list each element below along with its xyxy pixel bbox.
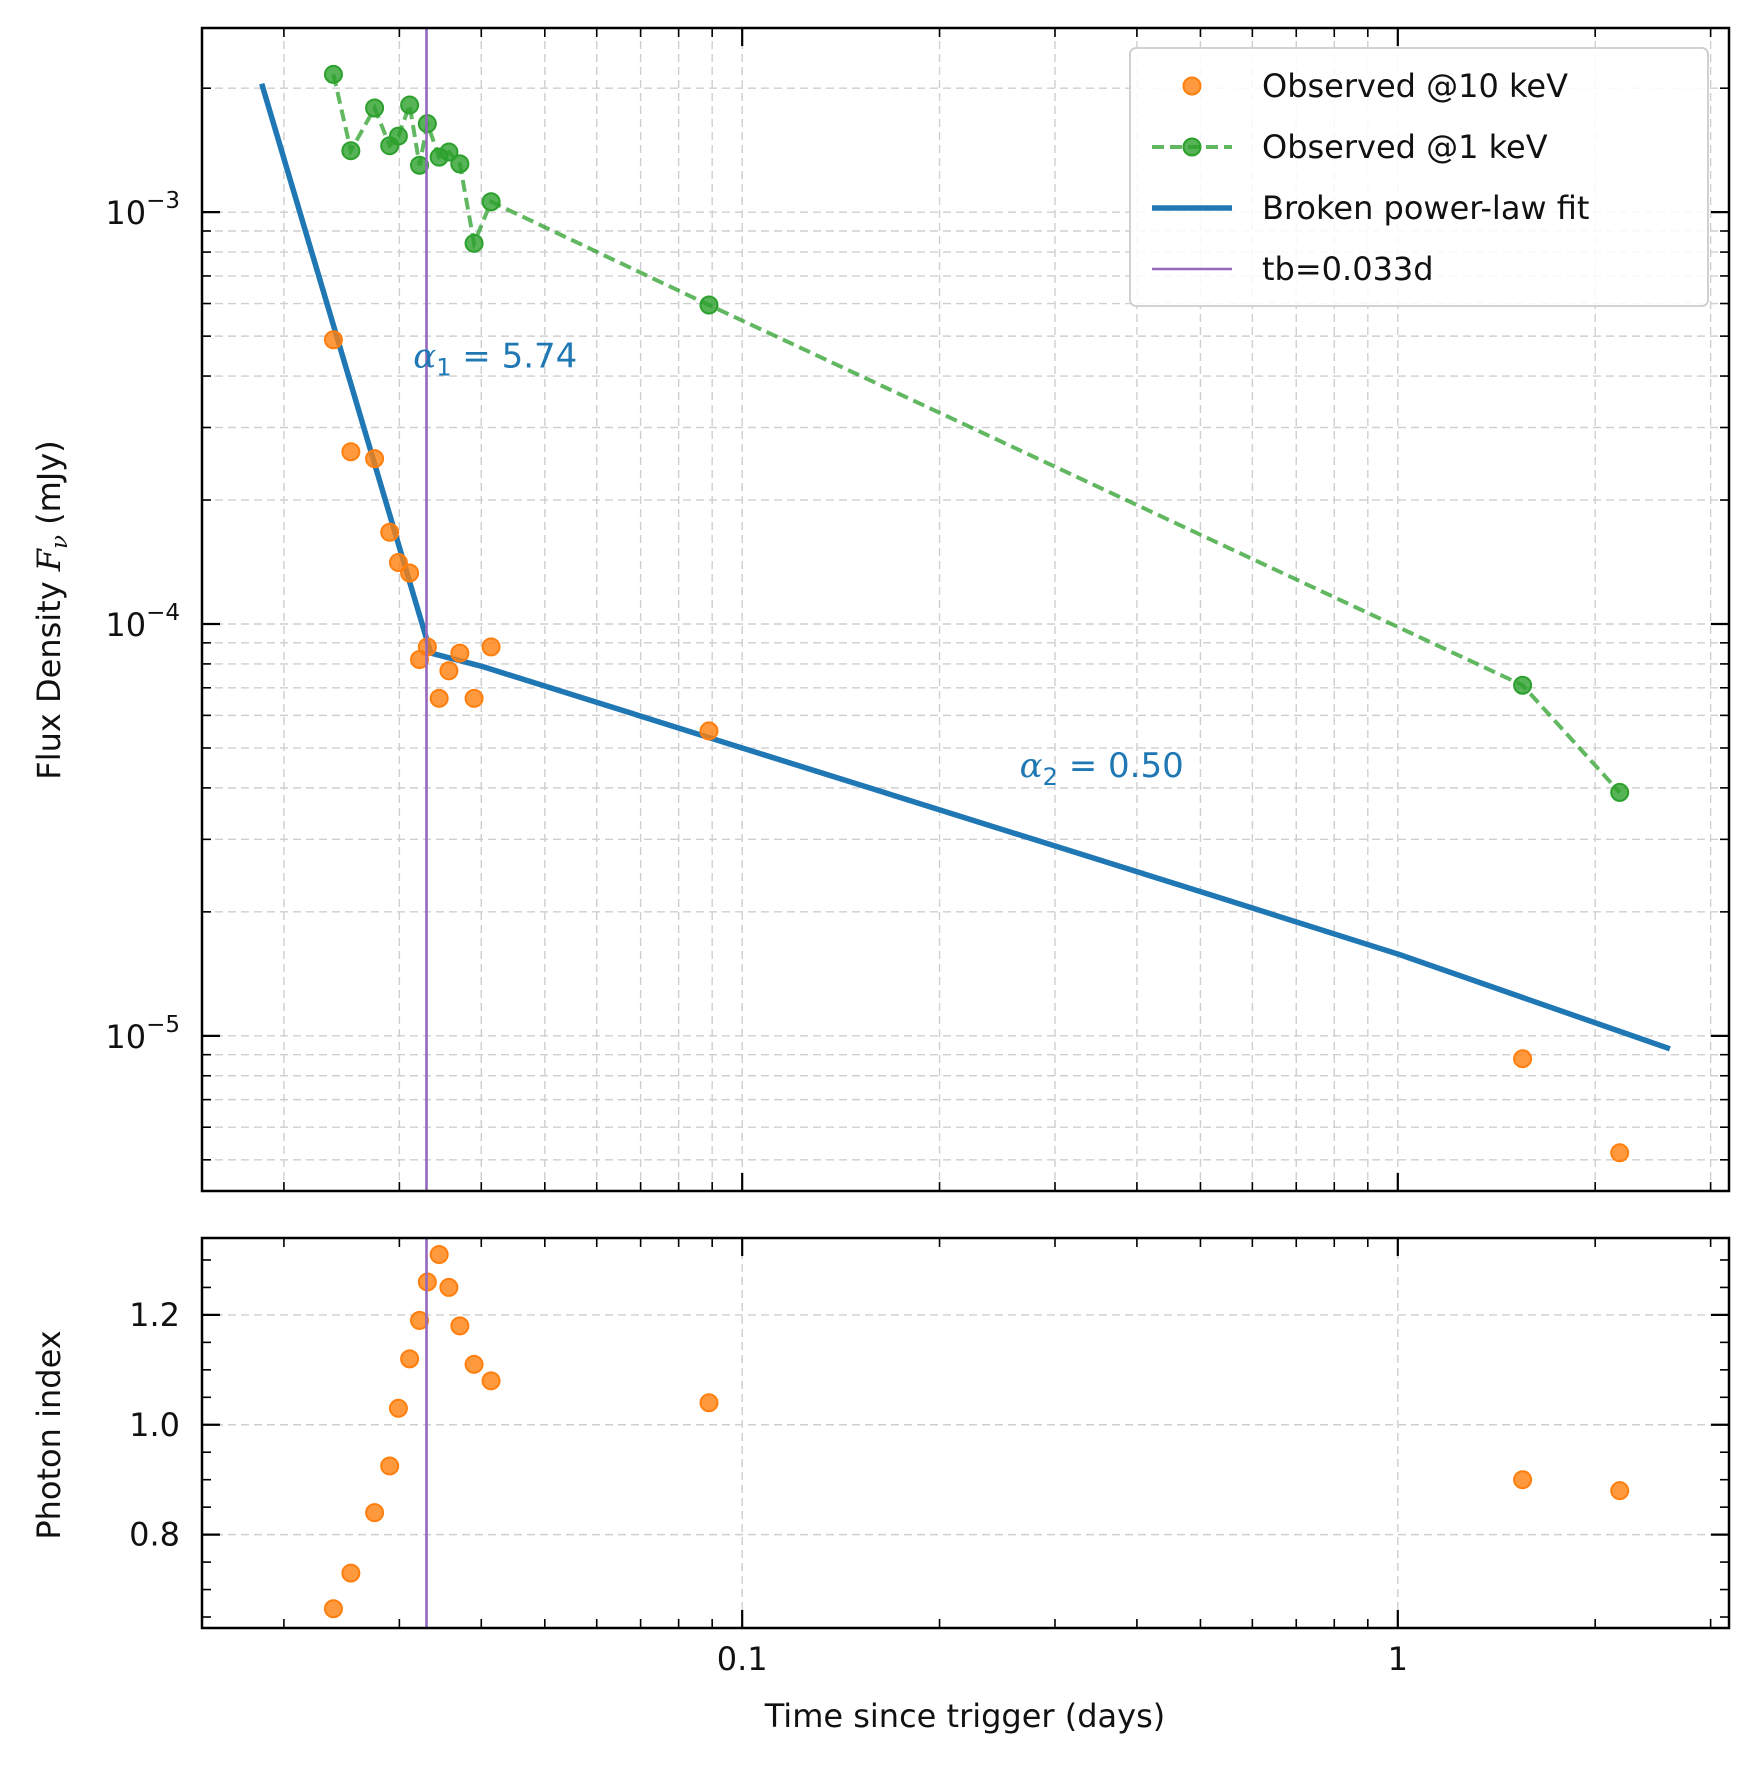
observed-10kev-point [365, 449, 385, 469]
observed-10kev-point [450, 643, 470, 663]
legend-label: Broken power-law fit [1262, 189, 1589, 227]
bottom-y-tick-label: 1.0 [129, 1406, 180, 1444]
top-y-tick-label: 10−4 [105, 600, 180, 644]
bottom-axes-frame [200, 1236, 1731, 1630]
observed-1kev-point [410, 155, 430, 175]
observed-1kev-point [341, 141, 361, 161]
legend: Observed @10 keV Observed @1 keV Broken po… [1129, 47, 1709, 307]
observed-10kev-point [341, 442, 361, 462]
top-10kev-markers [323, 330, 1630, 1163]
photon-index-point [365, 1503, 385, 1523]
photon-index-point [380, 1456, 400, 1476]
observed-10kev-point [323, 330, 343, 350]
photon-index-point [388, 1398, 408, 1418]
legend-box [1129, 47, 1709, 307]
observed-1kev-point [1513, 675, 1533, 695]
photon-index-point [481, 1371, 501, 1391]
observed-10kev-point [429, 688, 449, 708]
top-annotations: α1 = 5.74 α2 = 0.50 [413, 336, 1183, 791]
photon-index-point [400, 1349, 420, 1369]
observed-1kev-point [1610, 782, 1630, 802]
top-axes-frame [200, 26, 1731, 1193]
observed-1kev-line [331, 73, 1622, 794]
observed-10kev-point [400, 563, 420, 583]
observed-10kev-point [481, 637, 501, 657]
bottom-grid [202, 1238, 1729, 1628]
legend-label: tb=0.033d [1262, 250, 1434, 288]
photon-index-point [323, 1599, 343, 1619]
top-y-tick-labels: 10−3 10−4 10−5 [105, 188, 180, 1056]
legend-label: Observed @1 keV [1262, 128, 1548, 166]
bottom-y-axis-label: Photon index [30, 1330, 68, 1539]
top-ticks [202, 28, 1729, 1191]
top-y-axis-label: Flux Density Fν (mJy) [30, 440, 73, 779]
top-y-tick-label: 10−3 [105, 188, 180, 232]
observed-1kev-point [323, 64, 343, 84]
observed-1kev-point [400, 95, 420, 115]
observed-1kev-point [365, 98, 385, 118]
legend-marker-1kev [1182, 137, 1202, 157]
photon-index-point [1610, 1481, 1630, 1501]
observed-1kev-point [450, 154, 470, 174]
photon-index-point [429, 1244, 449, 1264]
photon-index-point [341, 1563, 361, 1583]
photon-index-point [1513, 1470, 1533, 1490]
top-panel: α1 = 5.74 α2 = 0.50 10−3 10−4 10−5 Flux Den… [30, 26, 1731, 1193]
observed-10kev-point [1513, 1049, 1533, 1069]
photon-index-point [410, 1310, 430, 1330]
bottom-x-tick-labels: 0.1 1 [717, 1640, 1408, 1678]
bottom-panel: 0.81.01.2 0.1 1 Photon index Time since t… [30, 1236, 1731, 1735]
legend-marker-10kev [1182, 76, 1202, 96]
observed-10kev-point [699, 721, 719, 741]
observed-1kev-point [439, 142, 459, 162]
top-y-tick-label: 10−5 [105, 1012, 180, 1056]
observed-10kev-point [1610, 1143, 1630, 1163]
observed-10kev-point [464, 688, 484, 708]
x-axis-label: Time since trigger (days) [764, 1697, 1166, 1735]
observed-1kev-point [699, 295, 719, 315]
photon-index-point [439, 1277, 459, 1297]
photon-index-point [464, 1354, 484, 1374]
observed-10kev-point [439, 661, 459, 681]
alpha-annotation-1: α1 = 5.74 [413, 336, 577, 381]
observed-1kev-point [481, 192, 501, 212]
legend-label: Observed @10 keV [1262, 67, 1568, 105]
x-tick-label: 1 [1388, 1640, 1408, 1678]
bottom-ticks [202, 1238, 1729, 1628]
observed-1kev-point [464, 233, 484, 253]
photon-index-point [450, 1316, 470, 1336]
bottom-y-tick-label: 1.2 [129, 1296, 180, 1334]
observed-1kev-point [388, 126, 408, 146]
alpha-annotation-2: α2 = 0.50 [1020, 746, 1184, 791]
observed-10kev-point [380, 522, 400, 542]
bottom-y-tick-label: 0.8 [129, 1516, 180, 1554]
top-1kev-line [323, 64, 1630, 802]
bottom-y-tick-labels: 0.8 1.0 1.2 [129, 1296, 180, 1554]
x-tick-label: 0.1 [717, 1640, 768, 1678]
top-grid [202, 28, 1729, 1191]
photon-index-point [699, 1393, 719, 1413]
bottom-photon-index-markers [323, 1244, 1630, 1619]
